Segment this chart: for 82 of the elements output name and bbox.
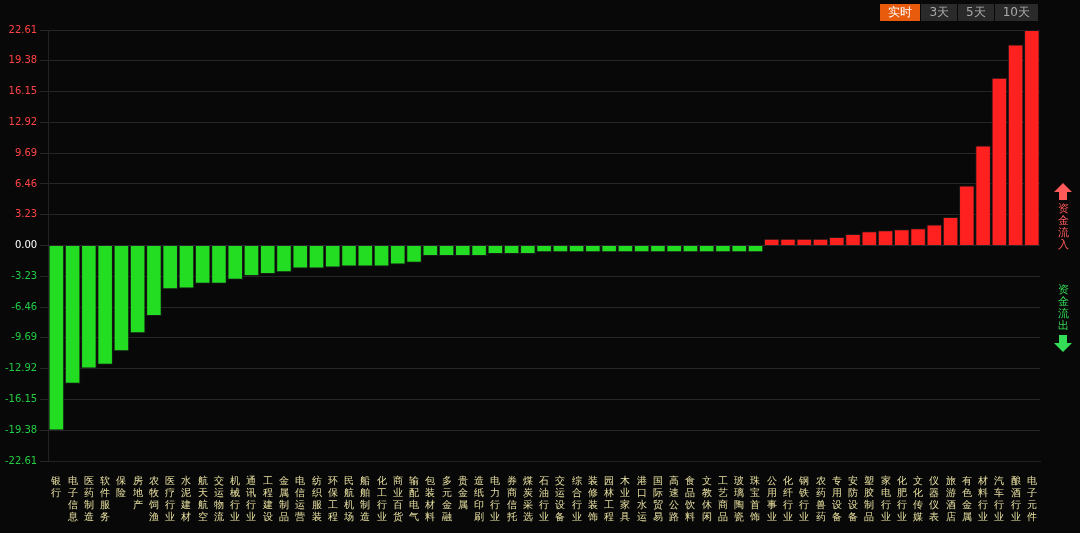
x-tick-label: 酿酒行业 [1010, 474, 1021, 522]
x-tick-label: 玻璃陶瓷 [734, 474, 745, 522]
y-tick-label: 6.46 [14, 177, 38, 189]
x-tick-label: 船舶制造 [360, 474, 371, 522]
text: 实时 [880, 4, 921, 21]
y-tick-label: 3.23 [14, 208, 38, 220]
y-tick-label: 12.92 [8, 115, 38, 127]
x-tick-label: 电子信息 [66, 474, 78, 522]
text: 资金流出 [1057, 283, 1069, 332]
y-tick-label: -9.69 [11, 331, 38, 343]
x-tick-label: 珠宝首饰 [749, 474, 761, 522]
x-tick-label: 券商信托 [505, 474, 517, 522]
x-tick-label: 汽车行业 [994, 474, 1005, 522]
x-tick-label: 交运设备 [555, 474, 566, 522]
text: 10天 [994, 4, 1038, 21]
x-tick-label: 文教休闲 [701, 474, 712, 522]
x-tick-label: 有色金属 [961, 474, 972, 522]
x-tick-label: 塑胶制品 [864, 474, 875, 522]
x-tick-label: 文化传媒 [913, 474, 924, 522]
x-tick-label: 电信运营 [295, 474, 306, 522]
x-tick-label: 贵金属 [457, 474, 468, 510]
x-tick-label: 造纸印刷 [474, 474, 485, 522]
y-tick-label: -22.61 [4, 454, 38, 466]
x-tick-label: 软件服务 [100, 474, 111, 522]
x-tick-label: 石油行业 [539, 474, 550, 522]
x-tick-label: 医药制造 [83, 474, 94, 522]
x-tick-label: 国际贸易 [652, 474, 663, 522]
y-tick-label: 19.38 [8, 54, 38, 66]
x-tick-label: 化工行业 [376, 474, 387, 522]
y-tick-label: 16.15 [8, 85, 38, 97]
x-tick-label: 家电行业 [880, 474, 891, 522]
x-tick-label: 商业百货 [392, 474, 403, 522]
y-tick-label: -6.46 [11, 300, 38, 312]
text: 3天 [921, 4, 958, 21]
y-tick-label: -12.92 [4, 362, 38, 374]
x-tick-label: 农药兽药 [815, 474, 826, 522]
x-tick-label: 农牧饲渔 [147, 474, 159, 522]
x-tick-label: 仪器仪表 [929, 474, 940, 522]
x-tick-label: 金属制品 [278, 474, 289, 522]
x-tick-label: 医疗行业 [165, 474, 176, 522]
x-tick-label: 纺织服装 [311, 474, 322, 522]
x-tick-label: 材料行业 [977, 474, 989, 522]
y-tick-label: 22.61 [8, 23, 38, 35]
x-tick-label: 旅游酒店 [945, 474, 956, 522]
x-tick-label: 输配电气 [409, 474, 420, 522]
x-tick-label: 专用设备 [831, 474, 842, 522]
x-tick-label: 房地产 [131, 474, 143, 510]
x-tick-label: 化肥行业 [896, 474, 907, 522]
x-tick-label: 通讯行业 [246, 474, 257, 522]
x-tick-label: 园林工程 [603, 474, 615, 522]
text: 5天 [958, 4, 994, 21]
x-tick-label: 工艺商品 [717, 474, 728, 522]
y-tick-label: 0.00 [14, 239, 38, 251]
x-tick-label: 钢铁行业 [798, 474, 810, 522]
y-tick-label: -16.15 [4, 393, 38, 405]
x-tick-label: 交运物流 [213, 474, 224, 522]
x-tick-label: 机械行业 [230, 474, 241, 522]
x-tick-label: 包装材料 [424, 474, 436, 522]
x-tick-label: 装修装饰 [586, 474, 598, 522]
y-tick-label: -19.38 [4, 423, 38, 435]
x-tick-label: 多元金融 [441, 474, 452, 522]
x-tick-label: 保险 [116, 474, 127, 498]
x-tick-label: 食品饮料 [684, 474, 696, 522]
x-tick-label: 航天航空 [197, 474, 208, 522]
x-tick-label: 煤炭采选 [522, 474, 533, 522]
x-tick-label: 银行 [50, 474, 62, 498]
y-tick-label: -3.23 [11, 269, 38, 281]
text: 资金流入 [1057, 202, 1069, 251]
x-tick-label: 电子元件 [1026, 474, 1037, 522]
x-tick-label: 环保工程 [327, 474, 338, 522]
x-tick-label: 化纤行业 [782, 474, 793, 522]
x-tick-label: 电力行业 [490, 474, 501, 522]
x-tick-label: 工程建设 [261, 474, 273, 522]
x-tick-label: 高速公路 [669, 474, 680, 522]
x-tick-label: 民航机场 [343, 474, 355, 522]
x-tick-label: 港口水运 [636, 474, 647, 522]
y-tick-label: 9.69 [14, 146, 38, 158]
x-tick-label: 公用事业 [766, 474, 777, 522]
x-tick-label: 水泥建材 [180, 474, 192, 522]
x-tick-label: 安防设备 [848, 474, 859, 522]
x-tick-label: 综合行业 [571, 474, 582, 522]
x-tick-label: 木业家具 [620, 474, 631, 522]
